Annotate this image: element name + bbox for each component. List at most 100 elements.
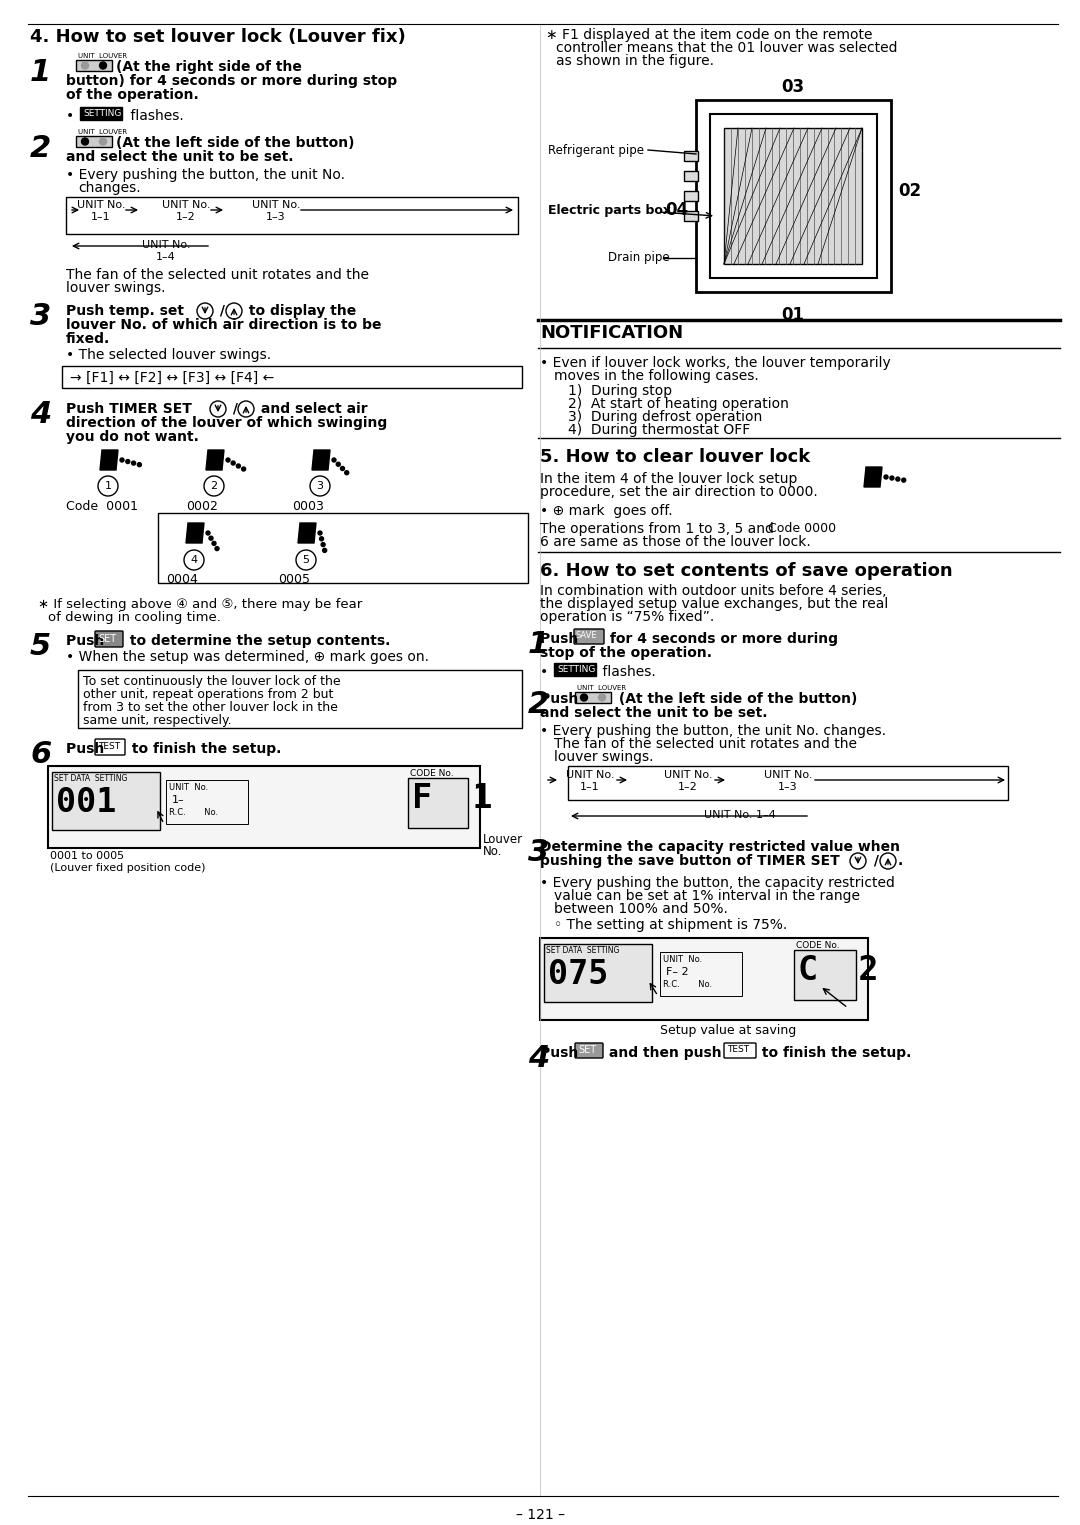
Text: ◦ The setting at shipment is 75%.: ◦ The setting at shipment is 75%. <box>554 918 787 932</box>
Text: 1–: 1– <box>172 795 185 805</box>
Circle shape <box>323 549 326 552</box>
Circle shape <box>125 459 130 464</box>
Text: 5: 5 <box>30 631 51 660</box>
Bar <box>544 944 652 1002</box>
Text: SETTING: SETTING <box>557 665 595 674</box>
Text: to display the: to display the <box>244 303 356 319</box>
Text: 0004: 0004 <box>166 573 198 586</box>
Text: value can be set at 1% interval in the range: value can be set at 1% interval in the r… <box>554 889 860 903</box>
Text: Push: Push <box>66 743 109 756</box>
Text: 6. How to set contents of save operation: 6. How to set contents of save operation <box>540 563 953 580</box>
Text: The fan of the selected unit rotates and the: The fan of the selected unit rotates and… <box>554 737 858 750</box>
Text: UNIT  No.: UNIT No. <box>168 782 208 791</box>
Circle shape <box>242 467 245 471</box>
Bar <box>684 151 698 162</box>
Bar <box>684 210 698 221</box>
Text: UNIT No.
1–3: UNIT No. 1–3 <box>252 200 300 221</box>
Text: changes.: changes. <box>78 181 140 195</box>
Text: NOTIFICATION: NOTIFICATION <box>540 323 684 342</box>
Text: 1: 1 <box>30 58 51 87</box>
Text: UNIT  LOUVER: UNIT LOUVER <box>577 685 626 691</box>
Text: 0002: 0002 <box>186 500 218 512</box>
Bar <box>554 663 596 676</box>
Text: direction of the louver of which swinging: direction of the louver of which swingin… <box>66 416 388 430</box>
Text: 5. How to clear louver lock: 5. How to clear louver lock <box>540 448 810 467</box>
Bar <box>568 766 1008 801</box>
Circle shape <box>885 474 888 479</box>
Text: UNIT No.
1–1: UNIT No. 1–1 <box>566 770 615 791</box>
Circle shape <box>206 531 210 535</box>
Text: F  1: F 1 <box>411 782 492 814</box>
Bar <box>80 107 122 120</box>
Text: to determine the setup contents.: to determine the setup contents. <box>125 634 390 648</box>
Text: moves in the following cases.: moves in the following cases. <box>554 369 759 383</box>
Text: louver No. of which air direction is to be: louver No. of which air direction is to … <box>66 319 381 332</box>
Text: 1–4: 1–4 <box>157 252 176 262</box>
Circle shape <box>81 63 89 69</box>
FancyBboxPatch shape <box>575 1043 603 1058</box>
Text: SET: SET <box>98 634 117 644</box>
Text: To set continuously the louver lock of the: To set continuously the louver lock of t… <box>83 676 340 688</box>
Text: 4: 4 <box>190 555 198 564</box>
Text: 1: 1 <box>528 630 550 659</box>
Text: you do not want.: you do not want. <box>66 430 199 444</box>
Bar <box>540 938 868 1020</box>
Circle shape <box>99 63 107 69</box>
Text: Setup value at saving: Setup value at saving <box>660 1023 796 1037</box>
Text: (At the left side of the button): (At the left side of the button) <box>615 692 858 706</box>
Text: CODE No.: CODE No. <box>410 769 454 778</box>
Bar <box>76 59 112 72</box>
Bar <box>76 136 112 146</box>
Text: 1: 1 <box>105 480 111 491</box>
Circle shape <box>332 458 336 462</box>
Text: •: • <box>540 665 553 679</box>
Circle shape <box>99 137 107 145</box>
Text: The fan of the selected unit rotates and the: The fan of the selected unit rotates and… <box>66 268 369 282</box>
Text: C  2: C 2 <box>798 955 878 987</box>
Circle shape <box>81 137 89 145</box>
Text: 2)  At start of heating operation: 2) At start of heating operation <box>568 396 788 412</box>
Text: Refrigerant pipe: Refrigerant pipe <box>548 143 644 157</box>
Text: 3: 3 <box>528 839 550 868</box>
Bar <box>408 778 468 828</box>
Text: CODE No.: CODE No. <box>796 941 839 950</box>
Text: operation is “75% fixed”.: operation is “75% fixed”. <box>540 610 714 624</box>
Text: R.C.       No.: R.C. No. <box>663 981 712 990</box>
Text: 02: 02 <box>897 181 921 200</box>
Text: 3: 3 <box>316 480 324 491</box>
Text: UNIT No. 1–4: UNIT No. 1–4 <box>704 810 775 820</box>
Text: 075: 075 <box>548 958 608 991</box>
Circle shape <box>132 461 136 465</box>
Text: 4: 4 <box>30 400 51 429</box>
Circle shape <box>598 694 606 702</box>
Text: 4)  During thermostat OFF: 4) During thermostat OFF <box>568 422 751 438</box>
Bar <box>66 197 518 233</box>
Bar <box>62 366 522 387</box>
Text: UNIT No.
1–1: UNIT No. 1–1 <box>77 200 125 221</box>
Text: No.: No. <box>483 845 502 859</box>
Circle shape <box>902 479 906 482</box>
Text: 3: 3 <box>30 302 51 331</box>
Circle shape <box>890 476 894 480</box>
Polygon shape <box>312 450 330 470</box>
Polygon shape <box>186 523 204 543</box>
Text: The operations from 1 to 3, 5 and: The operations from 1 to 3, 5 and <box>540 522 774 535</box>
Bar <box>660 952 742 996</box>
Text: UNIT  LOUVER: UNIT LOUVER <box>78 53 127 59</box>
Text: controller means that the 01 louver was selected: controller means that the 01 louver was … <box>556 41 897 55</box>
Text: for 4 seconds or more during: for 4 seconds or more during <box>605 631 838 647</box>
Text: Electric parts box: Electric parts box <box>548 204 671 217</box>
Text: fixed.: fixed. <box>66 332 110 346</box>
Circle shape <box>210 537 213 540</box>
Text: louver swings.: louver swings. <box>66 281 165 294</box>
Text: R.C.       No.: R.C. No. <box>168 808 218 817</box>
Text: UNIT No.: UNIT No. <box>141 239 190 250</box>
Text: and select air: and select air <box>256 403 367 416</box>
Text: In combination with outdoor units before 4 series,: In combination with outdoor units before… <box>540 584 887 598</box>
Text: 2: 2 <box>211 480 217 491</box>
Bar <box>684 191 698 201</box>
Text: UNIT No.
1–2: UNIT No. 1–2 <box>162 200 211 221</box>
Bar <box>166 779 248 824</box>
Text: button) for 4 seconds or more during stop: button) for 4 seconds or more during sto… <box>66 75 397 88</box>
Circle shape <box>215 546 219 551</box>
